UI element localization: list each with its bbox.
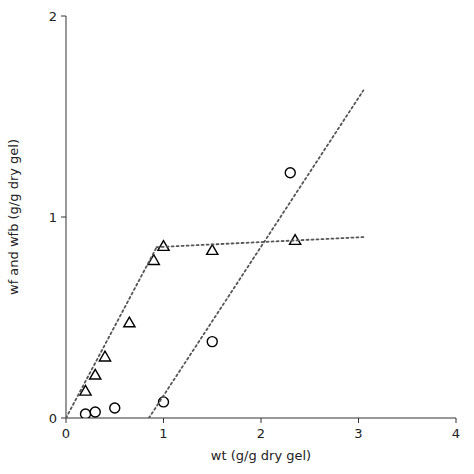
x-axis-label: wt (g/g dry gel) bbox=[211, 448, 311, 463]
fit-line bbox=[157, 237, 364, 247]
x-tick-label: 0 bbox=[62, 426, 70, 441]
circle-marker bbox=[81, 409, 91, 418]
plot-area bbox=[66, 90, 363, 418]
triangle-marker bbox=[207, 245, 218, 255]
x-tick-label: 3 bbox=[354, 426, 362, 441]
x-tick-label: 2 bbox=[257, 426, 265, 441]
x-tick bbox=[456, 418, 457, 423]
y-tick-label: 1 bbox=[49, 210, 57, 225]
y-tick bbox=[61, 418, 66, 419]
y-tick bbox=[61, 217, 66, 218]
x-tick-label: 4 bbox=[452, 426, 460, 441]
triangle-marker bbox=[158, 241, 169, 251]
x-tick bbox=[358, 418, 359, 423]
y-tick-label: 0 bbox=[49, 411, 57, 426]
x-tick bbox=[261, 418, 262, 423]
circle-marker bbox=[90, 407, 100, 417]
y-axis-label: wf and wfb (g/g dry gel) bbox=[6, 139, 21, 295]
fit-line bbox=[149, 90, 364, 418]
y-tick-label: 2 bbox=[49, 9, 57, 24]
triangle-marker bbox=[90, 369, 101, 379]
chart: 0 1 2 3 4 0 1 2 wt (g/g dry gel) wf and wfb (g/g … bbox=[0, 0, 474, 474]
triangle-marker bbox=[124, 317, 135, 327]
triangle-marker bbox=[99, 351, 110, 361]
x-tick bbox=[66, 418, 67, 423]
circle-marker bbox=[285, 168, 295, 178]
x-tick-label: 1 bbox=[159, 426, 167, 441]
circle-marker bbox=[207, 337, 217, 347]
x-tick bbox=[163, 418, 164, 423]
circle-marker bbox=[110, 403, 120, 413]
triangle-marker bbox=[289, 235, 300, 245]
fit-line bbox=[66, 247, 157, 418]
y-tick bbox=[61, 16, 66, 17]
